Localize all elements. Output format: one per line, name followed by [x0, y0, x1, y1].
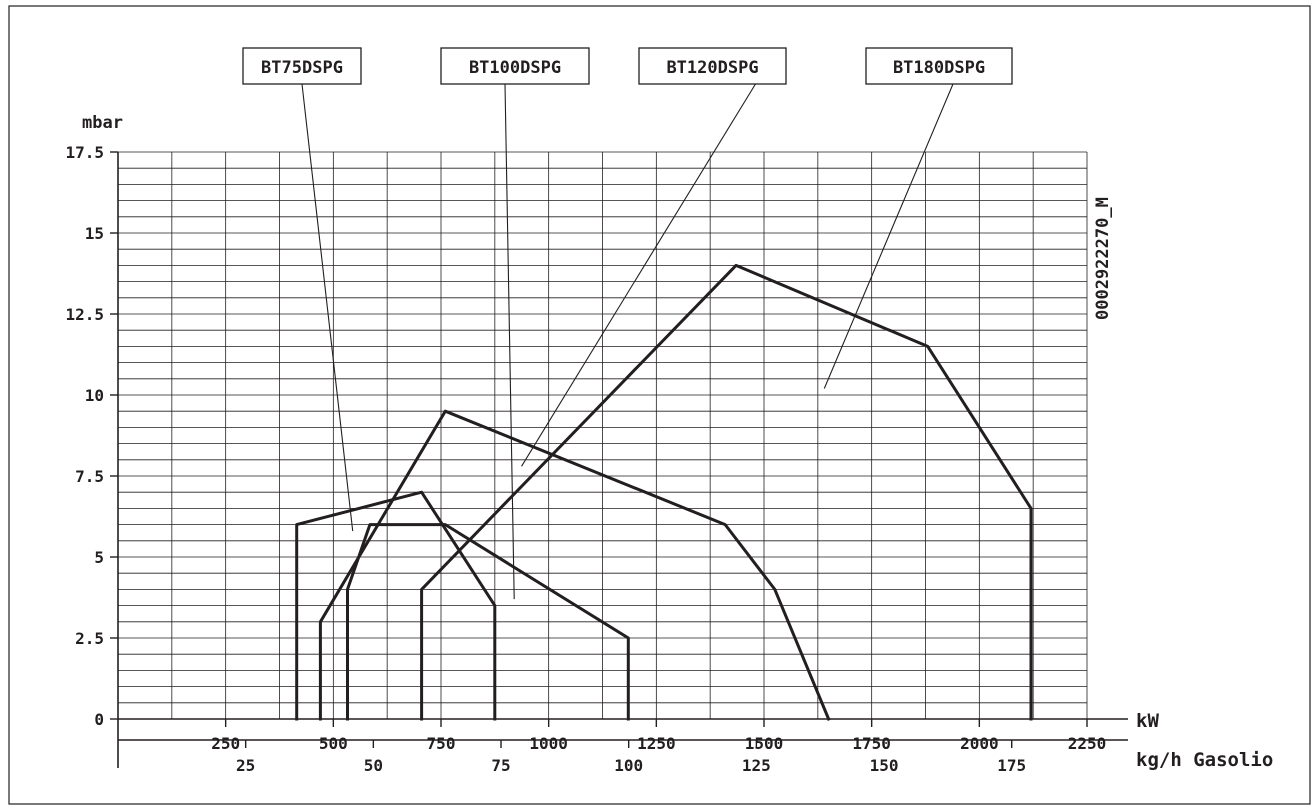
grid: [117, 151, 1088, 720]
label-box-bt120dspg: [638, 47, 787, 85]
x2-tick-label: 50: [364, 756, 383, 775]
y-tick-label: 7.5: [75, 467, 104, 486]
x-tick-label: 1750: [852, 734, 891, 753]
leader-bt100dspg: [504, 83, 515, 600]
series-label-bt75dspg: BT75DSPG: [261, 58, 343, 78]
y-tick-label: 0: [94, 710, 104, 729]
y-axis-unit-label: mbar: [82, 113, 123, 133]
leader-bt120dspg: [521, 83, 756, 467]
y-tick-label: 12.5: [65, 305, 104, 324]
y-tick-label: 2.5: [75, 629, 104, 648]
x2-tick-label: 75: [491, 756, 510, 775]
x2-tick-label: 25: [236, 756, 255, 775]
label-leaders: [301, 83, 954, 600]
series-label-boxes: BT75DSPG BT100DSPG BT120DSPG BT180DSPG: [242, 47, 1013, 85]
curve-bt75dspg: [295, 490, 497, 721]
drawing-code: 0002922270_M: [1093, 197, 1113, 320]
chart-frame: [8, 5, 1311, 805]
curve-bt100dspg: [346, 523, 630, 721]
label-box-bt180dspg: [865, 47, 1013, 85]
x-tick-label: 1500: [745, 734, 784, 753]
x2-tick-label: 175: [997, 756, 1026, 775]
x2-tick-label: 100: [614, 756, 643, 775]
y-tick-label: 5: [94, 548, 104, 567]
curve-bt180dspg: [420, 263, 1033, 721]
y-tick-label: 15: [85, 224, 104, 243]
curves: [295, 263, 1033, 721]
x-tick-label: 2000: [960, 734, 999, 753]
x2-tick-label: 125: [742, 756, 771, 775]
label-box-bt75dspg: [242, 47, 362, 85]
series-label-bt180dspg: BT180DSPG: [893, 58, 985, 78]
axis-texts: mbar kW kg/h Gasolio 0002922270_M: [82, 113, 1273, 771]
label-box-bt100dspg: [440, 47, 590, 85]
x-tick-label: 750: [427, 734, 456, 753]
y-tick-label: 17.5: [65, 143, 104, 162]
curve-bt120dspg: [318, 409, 831, 721]
leader-bt75dspg: [301, 83, 354, 532]
x-tick-label: 1250: [637, 734, 676, 753]
axes: 0 2.5 5 7.5 10 12.5 15 17.5 250 500 750 1000 1250 150…: [65, 143, 1128, 775]
x2-axis-unit-label: kg/h Gasolio: [1136, 749, 1273, 771]
x-tick-label: 1000: [529, 734, 568, 753]
x-tick-label: 500: [319, 734, 348, 753]
series-label-bt120dspg: BT120DSPG: [666, 58, 758, 78]
x2-tick-label: 150: [870, 756, 899, 775]
y-tick-label: 10: [85, 386, 104, 405]
series-label-bt100dspg: BT100DSPG: [469, 58, 561, 78]
x-tick-label: 2250: [1068, 734, 1107, 753]
x-tick-label: 250: [211, 734, 240, 753]
leader-bt180dspg: [823, 83, 954, 389]
x-axis-unit-label: kW: [1136, 710, 1159, 732]
